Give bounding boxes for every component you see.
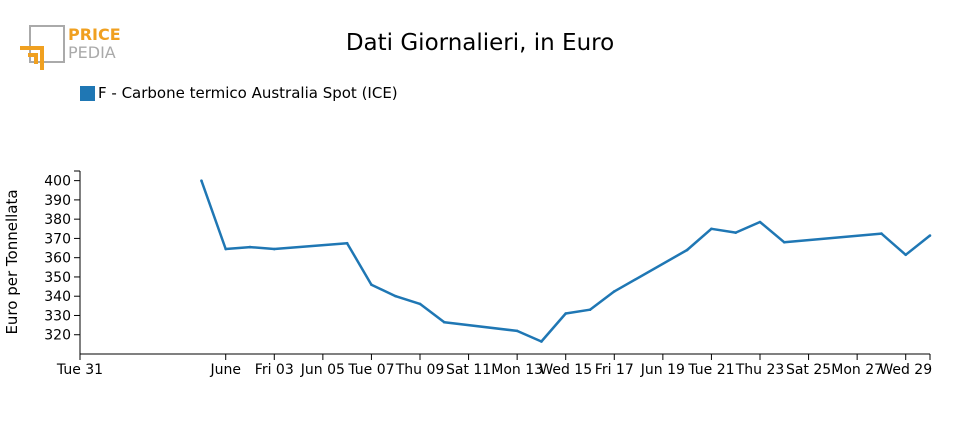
x-tick-label: Mon 13 [491, 362, 543, 378]
legend: F - Carbone termico Australia Spot (ICE) [80, 84, 398, 102]
y-tick-label: 360 [44, 251, 71, 267]
y-tick-label: 390 [44, 193, 71, 209]
data-point [248, 245, 252, 249]
x-tick-label: Mon 27 [831, 362, 883, 378]
data-point [224, 247, 228, 251]
x-tick-label: June [209, 362, 241, 378]
pricepedia-logo: PRICE PEDIA [18, 24, 128, 74]
data-point [540, 340, 543, 343]
logo-mark: PRICE PEDIA [20, 25, 121, 70]
series-line [200, 180, 931, 343]
axes: 320 330 340 350 360 370 380 390 400 Tue 31 June Fri… [44, 170, 932, 378]
data-point [734, 231, 738, 234]
data-point [928, 234, 932, 237]
data-point [564, 312, 568, 315]
data-point [418, 302, 422, 306]
x-tick-label: Tue 31 [56, 362, 103, 378]
data-point [685, 248, 689, 252]
legend-label: F - Carbone termico Australia Spot (ICE) [98, 84, 398, 102]
data-point [442, 320, 446, 324]
x-tick-label: Wed 15 [539, 362, 592, 378]
x-tick-label: Jun 05 [300, 362, 345, 378]
data-point [880, 232, 883, 235]
data-point [904, 253, 908, 257]
data-point [588, 308, 592, 311]
data-point [272, 247, 276, 251]
y-tick-label: 330 [44, 308, 71, 324]
y-tick-label: 380 [44, 212, 71, 228]
data-point [612, 290, 616, 293]
logo-text-pedia: PEDIA [68, 43, 116, 62]
x-tick-label: Sat 11 [446, 362, 491, 378]
y-axis-title: Euro per Tonnellata [3, 189, 21, 334]
y-tick-label: 370 [44, 231, 71, 247]
data-point [758, 220, 762, 224]
x-tick-label: Thu 23 [735, 362, 785, 378]
x-tick-label: Fri 17 [595, 362, 634, 378]
x-tick-label: Thu 09 [395, 362, 445, 378]
data-point [200, 179, 203, 182]
data-point [782, 240, 786, 244]
legend-swatch [80, 85, 95, 101]
y-tick-label: 340 [44, 289, 71, 305]
x-tick-label: Jun 19 [640, 362, 685, 378]
logo-text-price: PRICE [68, 25, 121, 44]
data-point [394, 294, 398, 298]
y-tick-label: 320 [44, 328, 71, 344]
x-tick-label: Tue 21 [687, 362, 734, 378]
x-tick-label: Tue 07 [347, 362, 394, 378]
data-point [515, 329, 519, 333]
chart-title: Dati Giornalieri, in Euro [345, 30, 615, 56]
data-point [345, 241, 349, 245]
y-tick-label: 350 [44, 270, 71, 286]
x-tick-label: Wed 29 [879, 362, 932, 378]
data-point [710, 227, 713, 231]
data-point [370, 283, 373, 286]
x-tick-label: Fri 03 [255, 362, 294, 378]
x-tick-label: Sat 25 [786, 362, 831, 378]
y-tick-label: 400 [44, 174, 71, 190]
